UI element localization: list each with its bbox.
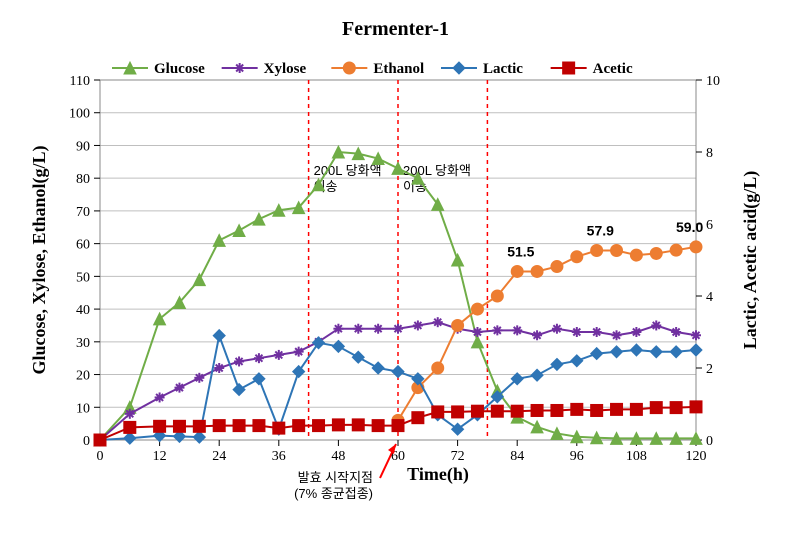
svg-text:90: 90: [76, 139, 90, 154]
svg-text:36: 36: [272, 449, 286, 464]
svg-text:Ethanol: Ethanol: [373, 61, 424, 77]
svg-text:24: 24: [212, 449, 226, 464]
svg-text:0: 0: [706, 434, 713, 449]
svg-text:120: 120: [686, 449, 707, 464]
svg-text:12: 12: [153, 449, 167, 464]
svg-text:59.0: 59.0: [676, 219, 703, 235]
svg-text:108: 108: [626, 449, 647, 464]
svg-text:80: 80: [76, 172, 90, 187]
svg-text:(7% 종균접종): (7% 종균접종): [294, 486, 373, 501]
svg-text:100: 100: [69, 107, 90, 122]
svg-text:Xylose: Xylose: [264, 61, 307, 77]
chart-container: 0122436486072849610812001020304050607080…: [0, 50, 791, 530]
svg-text:Lactic, Acetic acid(g/L): Lactic, Acetic acid(g/L): [740, 171, 761, 349]
svg-text:20: 20: [76, 369, 90, 384]
svg-text:2: 2: [706, 362, 713, 377]
chart-svg: 0122436486072849610812001020304050607080…: [0, 50, 791, 530]
svg-text:10: 10: [76, 401, 90, 416]
svg-text:48: 48: [331, 449, 345, 464]
svg-text:60: 60: [76, 238, 90, 253]
svg-text:Glucose, Xylose, Ethanol(g/L): Glucose, Xylose, Ethanol(g/L): [29, 145, 50, 374]
svg-text:Glucose: Glucose: [154, 61, 205, 77]
svg-text:4: 4: [706, 290, 713, 305]
chart-title: Fermenter-1: [0, 18, 791, 41]
svg-text:51.5: 51.5: [507, 243, 534, 259]
svg-text:0: 0: [83, 434, 90, 449]
svg-text:8: 8: [706, 146, 713, 161]
svg-text:Acetic: Acetic: [593, 61, 633, 77]
svg-text:96: 96: [570, 449, 584, 464]
svg-text:0: 0: [97, 449, 104, 464]
svg-text:6: 6: [706, 218, 713, 233]
svg-text:Lactic: Lactic: [483, 61, 523, 77]
svg-text:84: 84: [510, 449, 524, 464]
svg-text:110: 110: [70, 74, 90, 89]
svg-text:40: 40: [76, 303, 90, 318]
svg-text:57.9: 57.9: [587, 223, 614, 239]
svg-text:72: 72: [451, 449, 465, 464]
svg-text:30: 30: [76, 336, 90, 351]
svg-text:70: 70: [76, 205, 90, 220]
svg-text:10: 10: [706, 74, 720, 89]
svg-text:Time(h): Time(h): [407, 464, 469, 485]
svg-text:50: 50: [76, 270, 90, 285]
svg-text:발효 시작지점: 발효 시작지점: [298, 470, 373, 485]
